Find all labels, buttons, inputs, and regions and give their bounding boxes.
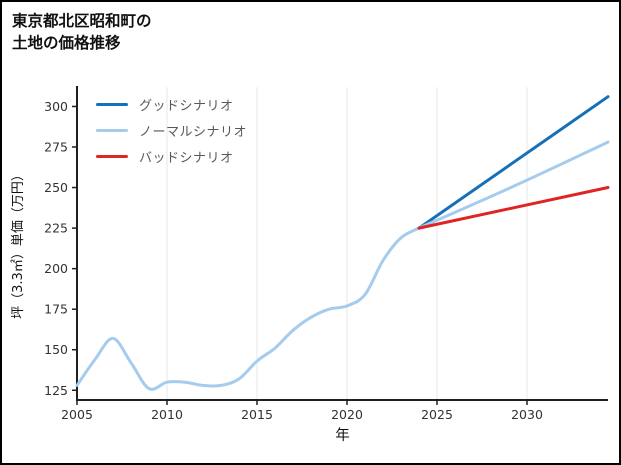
legend-line-swatch-good-icon (96, 103, 128, 106)
legend-line-swatch-bad-icon (96, 155, 128, 158)
svg-text:2010: 2010 (151, 407, 183, 422)
svg-text:2025: 2025 (421, 407, 453, 422)
chart-title-line2: 土地の価格推移 (12, 34, 121, 53)
svg-text:150: 150 (44, 342, 68, 357)
svg-text:2005: 2005 (61, 407, 93, 422)
svg-text:175: 175 (44, 302, 68, 317)
svg-text:200: 200 (44, 261, 68, 276)
legend-label-normal-scenario: ノーマルシナリオ (139, 125, 248, 140)
chart-title: 東京都北区昭和町の 土地の価格推移 (12, 10, 152, 55)
svg-text:275: 275 (44, 140, 68, 155)
legend-label-bad-scenario: バッドシナリオ (139, 151, 234, 166)
legend-label-good-scenario: グッドシナリオ (139, 99, 234, 114)
svg-text:2030: 2030 (511, 407, 543, 422)
legend-line-swatch-normal-icon (96, 129, 128, 132)
svg-text:225: 225 (44, 221, 68, 236)
legend-item-bad-scenario: バッドシナリオ (96, 148, 247, 166)
svg-text:125: 125 (44, 383, 68, 398)
svg-text:2015: 2015 (241, 407, 273, 422)
legend-item-normal-scenario: ノーマルシナリオ (96, 122, 248, 140)
svg-text:坪（3.3㎡）単価（万円）: 坪（3.3㎡）単価（万円） (10, 168, 26, 319)
svg-text:250: 250 (44, 180, 68, 195)
svg-text:年: 年 (335, 427, 350, 444)
chart-title-line1: 東京都北区昭和町の (12, 12, 152, 30)
legend-item-good-scenario: グッドシナリオ (96, 96, 247, 114)
svg-text:300: 300 (44, 99, 68, 114)
chart-legend: グッドシナリオ ノーマルシナリオ バッドシナリオ (96, 96, 248, 166)
svg-text:2020: 2020 (331, 407, 363, 422)
